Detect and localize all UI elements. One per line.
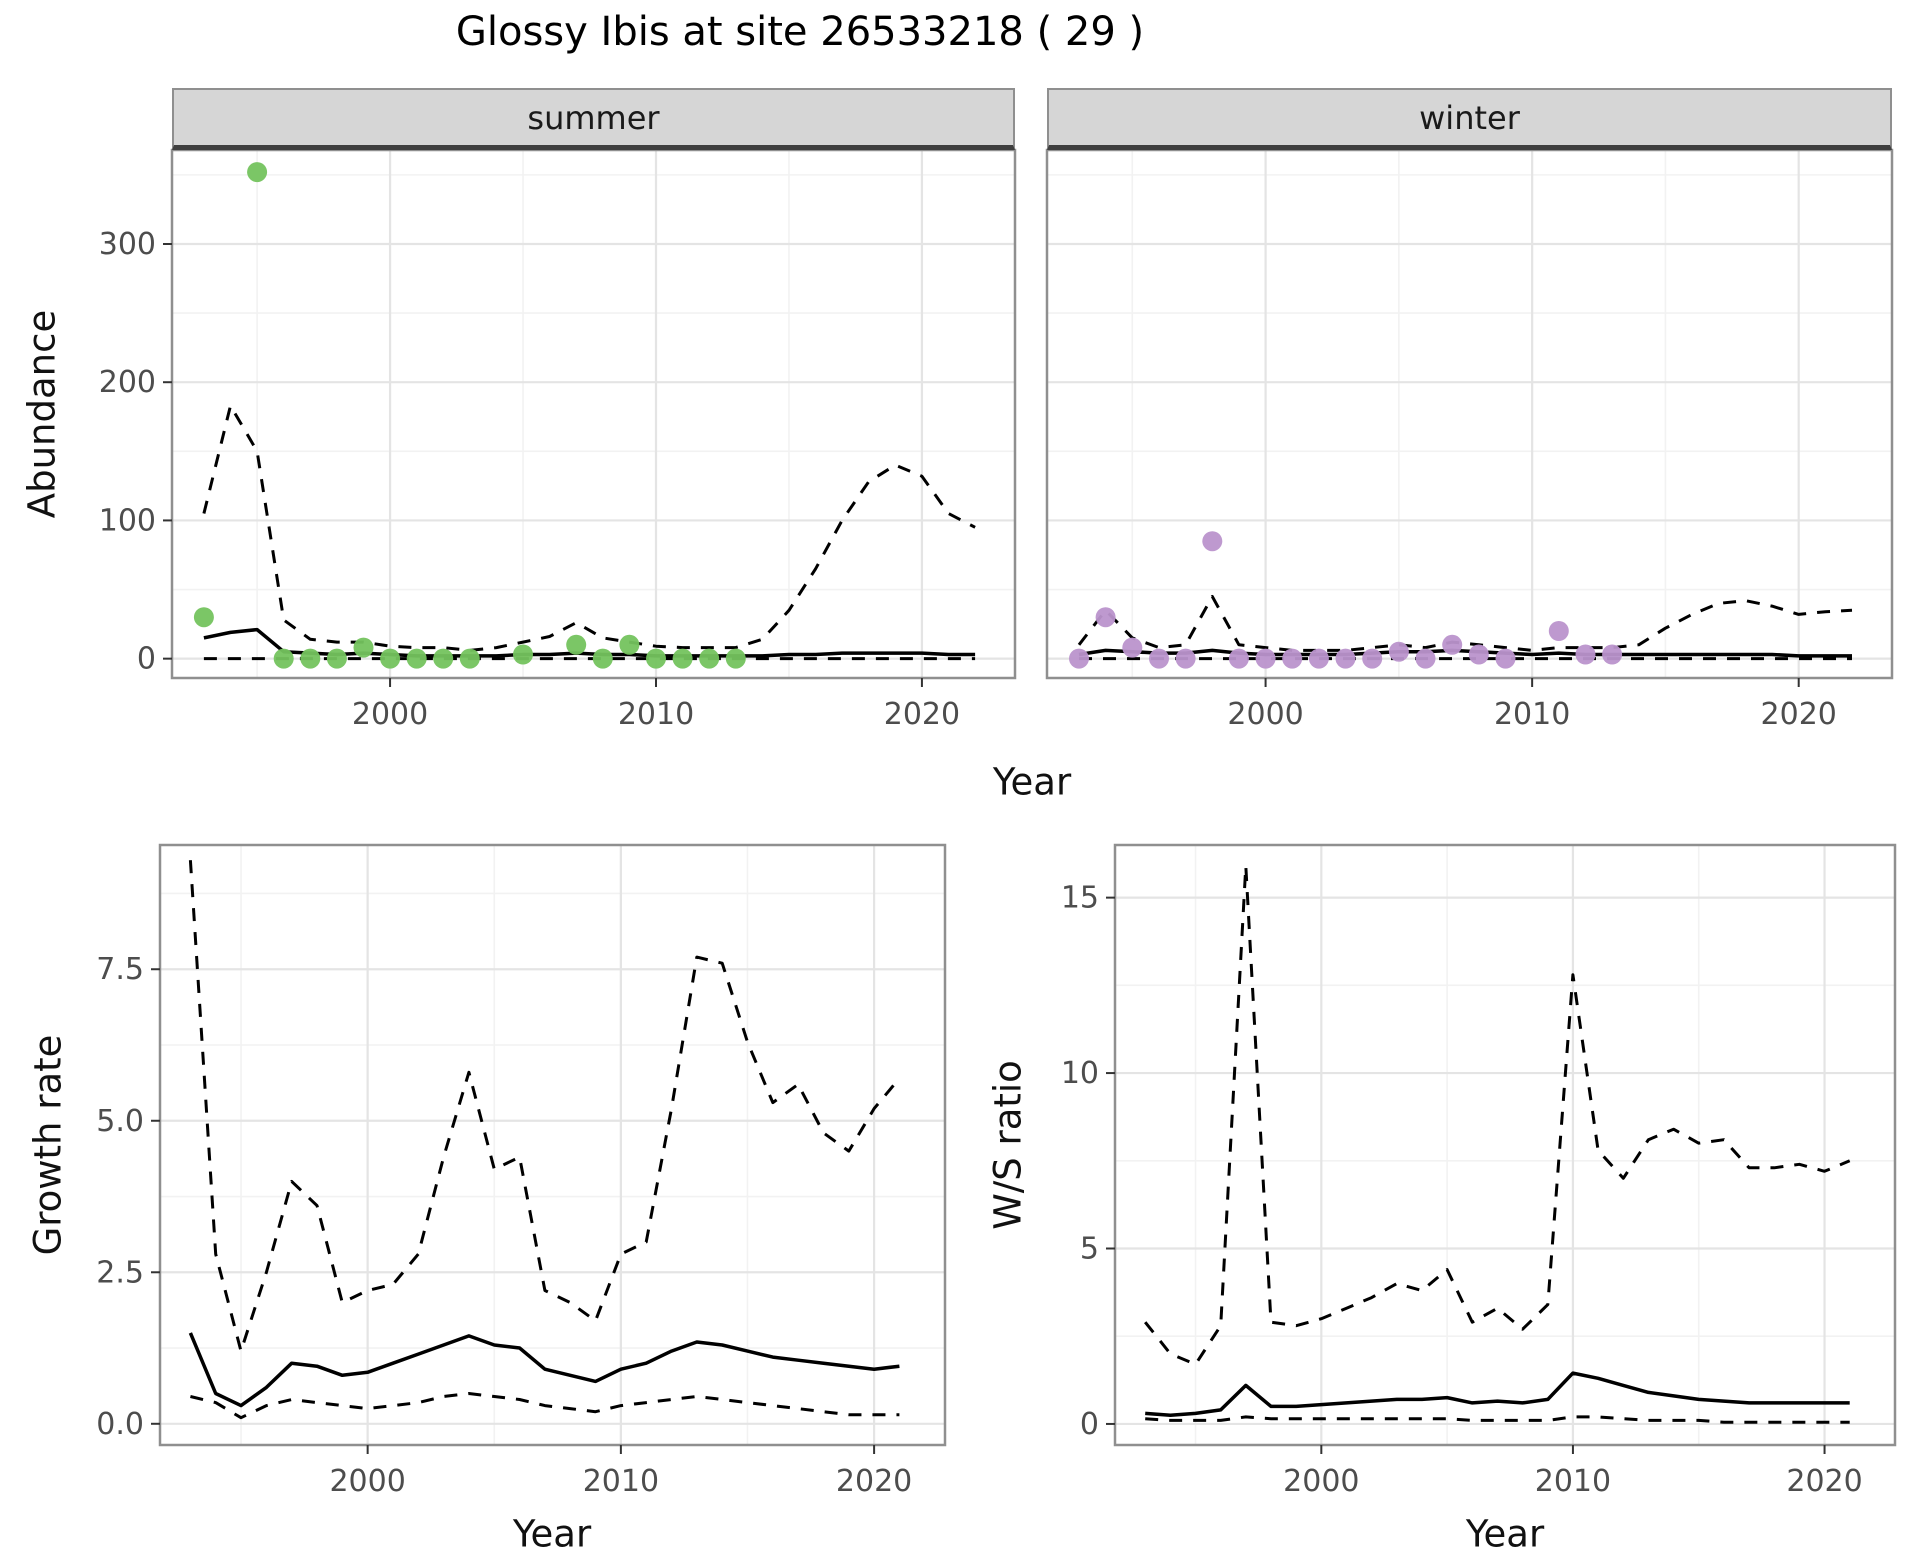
data-point	[1602, 644, 1623, 665]
panel-background	[1047, 150, 1892, 678]
facet-strip-winter: winter	[1047, 88, 1892, 150]
x-tick-label: 2000	[329, 1464, 405, 1499]
x-tick-label: 2010	[583, 1464, 659, 1499]
data-point	[406, 648, 427, 669]
lower-ci-line	[190, 1392, 900, 1420]
data-point	[1442, 634, 1463, 655]
x-tick-label: 2010	[1494, 697, 1570, 732]
x-tick-label: 2000	[1283, 1464, 1359, 1499]
fit-line	[1145, 1371, 1850, 1417]
data-point	[247, 162, 268, 183]
data-point	[1228, 648, 1249, 669]
data-point	[1202, 531, 1223, 552]
x-tick-label: 2020	[1761, 697, 1837, 732]
panel-abundance-winter: 2000 2010 2020	[1045, 148, 1894, 732]
data-point	[1175, 648, 1196, 669]
data-point	[1388, 641, 1409, 662]
year-axis-label-ws: Year	[1465, 1512, 1545, 1556]
data-point	[566, 634, 587, 655]
year-axis-label-growth: Year	[512, 1512, 592, 1556]
data-point	[619, 634, 640, 655]
data-point	[1335, 648, 1356, 669]
x-tick-label: 2010	[618, 697, 694, 732]
data-point	[699, 648, 720, 669]
x-tick-label: 2020	[1786, 1464, 1862, 1499]
y-tick-label: 10	[1061, 1056, 1099, 1091]
data-point	[1362, 648, 1383, 669]
data-point	[326, 648, 347, 669]
data-point	[672, 648, 693, 669]
ws-ratio-axis-label: W/S ratio	[986, 1060, 1030, 1230]
data-point	[1495, 648, 1516, 669]
data-point	[513, 644, 533, 665]
panel-background	[172, 150, 1015, 678]
panel-abundance-summer: 2000 2010 2020 0 100 200 300	[99, 148, 1017, 732]
y-tick-label: 300	[99, 227, 156, 262]
year-axis-label-top: Year	[992, 760, 1072, 804]
upper-ci-line	[202, 404, 976, 652]
data-point	[1095, 607, 1116, 628]
panel-growth-rate: 2000 2010 2020 0.0 2.5 5.0 7.5	[96, 843, 947, 1499]
data-point	[1149, 648, 1169, 669]
data-point	[1282, 648, 1303, 669]
growth-rate-axis-label: Growth rate	[26, 1034, 70, 1256]
panel-background	[160, 845, 945, 1445]
data-point	[1308, 648, 1329, 669]
upper-ci-line	[1144, 864, 1851, 1366]
data-point	[273, 648, 294, 669]
x-tick-label: 2020	[836, 1464, 912, 1499]
y-tick-label: 5.0	[96, 1104, 144, 1139]
data-point	[1575, 644, 1596, 665]
panel-border	[158, 843, 947, 1447]
fit-line	[1078, 648, 1852, 658]
x-tick-label: 2010	[1535, 1464, 1611, 1499]
panel-background	[1115, 845, 1895, 1445]
upper-ci-line	[188, 860, 901, 1353]
panel-border	[170, 148, 1017, 680]
data-point	[1122, 637, 1143, 658]
data-point	[353, 637, 374, 658]
x-tick-label: 2000	[1227, 697, 1303, 732]
data-point	[433, 648, 454, 669]
data-point	[459, 648, 480, 669]
y-tick-label: 100	[99, 503, 156, 538]
fit-line	[188, 1332, 900, 1408]
y-tick-label: 2.5	[96, 1255, 144, 1290]
panel-border	[1113, 843, 1897, 1447]
panel-ws-ratio: 2000 2010 2020 0 5 10 15	[1061, 843, 1897, 1499]
data-point	[193, 607, 214, 628]
data-point	[1548, 621, 1569, 641]
y-tick-label: 0	[137, 642, 156, 677]
data-point	[1415, 648, 1436, 669]
data-point	[725, 648, 746, 669]
data-point	[1255, 648, 1276, 669]
data-point	[1468, 644, 1489, 665]
facet-strip-winter-label: winter	[1419, 98, 1520, 137]
y-tick-label: 0.0	[96, 1407, 144, 1442]
y-tick-label: 7.5	[96, 952, 144, 987]
lower-ci-line	[1145, 1415, 1850, 1424]
facet-strip-summer-label: summer	[527, 98, 660, 137]
y-tick-label: 5	[1080, 1232, 1099, 1267]
x-tick-label: 2020	[884, 697, 960, 732]
data-point	[592, 648, 613, 669]
upper-ci-line	[1077, 595, 1853, 652]
data-point	[646, 648, 666, 669]
y-tick-label: 200	[99, 365, 156, 400]
data-point	[1069, 648, 1089, 669]
y-tick-label: 15	[1061, 881, 1099, 916]
figure-title: Glossy Ibis at site 26533218 ( 29 )	[455, 9, 1145, 55]
data-point	[300, 648, 321, 669]
panel-border	[1045, 148, 1894, 680]
y-tick-label: 0	[1080, 1407, 1099, 1442]
facet-strip-summer: summer	[172, 88, 1015, 150]
x-tick-label: 2000	[352, 697, 428, 732]
abundance-axis-label: Abundance	[20, 309, 64, 519]
data-point	[380, 648, 401, 669]
